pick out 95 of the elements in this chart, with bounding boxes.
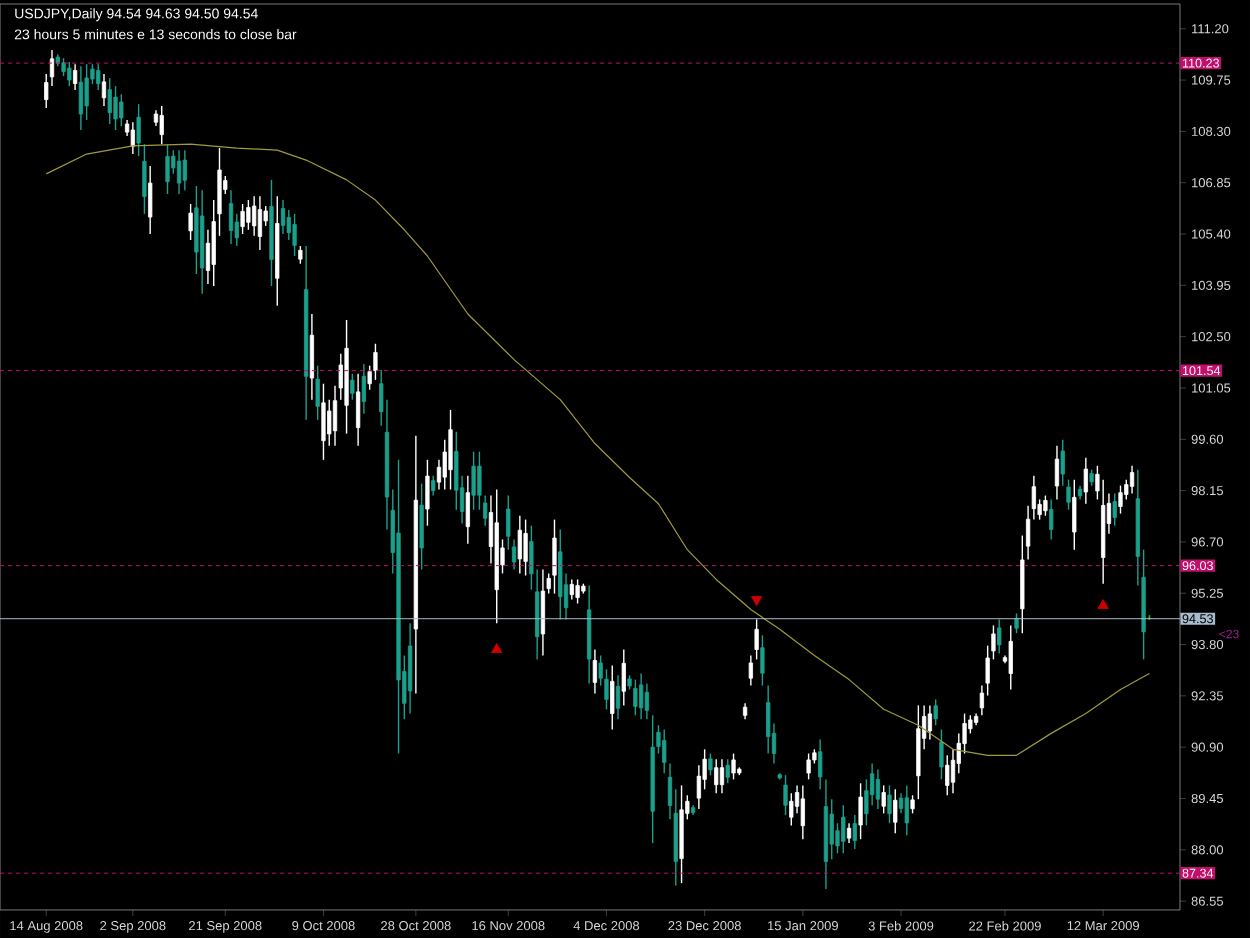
candlestick bbox=[638, 672, 644, 720]
candlestick bbox=[101, 73, 107, 107]
candlestick bbox=[1066, 478, 1071, 511]
candlestick bbox=[766, 684, 771, 755]
candlestick bbox=[846, 822, 852, 844]
candlestick bbox=[1049, 498, 1054, 541]
candlestick bbox=[228, 189, 234, 245]
candlestick bbox=[517, 515, 522, 575]
candlestick bbox=[523, 518, 528, 577]
candlestick bbox=[662, 728, 667, 775]
candlestick bbox=[159, 105, 164, 145]
candlestick bbox=[96, 63, 101, 91]
candlestick bbox=[893, 788, 898, 834]
candlestick bbox=[731, 752, 736, 781]
candlestick bbox=[881, 784, 886, 815]
candlestick bbox=[1060, 438, 1065, 487]
candlestick bbox=[829, 798, 834, 861]
candlestick bbox=[1054, 444, 1060, 501]
candlestick bbox=[136, 103, 141, 157]
candlestick bbox=[188, 203, 193, 241]
candlestick bbox=[1129, 465, 1135, 495]
candlestick bbox=[246, 199, 251, 231]
candlestick bbox=[78, 65, 84, 131]
candlestick bbox=[575, 578, 580, 605]
candlestick bbox=[540, 568, 546, 657]
candlestick bbox=[176, 149, 182, 195]
candlestick bbox=[621, 648, 626, 707]
candlestick bbox=[818, 738, 823, 790]
candlestick bbox=[182, 149, 187, 191]
candlestick bbox=[725, 758, 730, 784]
candlestick bbox=[760, 634, 765, 687]
candlestick bbox=[67, 61, 72, 87]
candlestick bbox=[407, 622, 413, 715]
candlestick bbox=[292, 213, 297, 257]
candlestick bbox=[939, 728, 944, 781]
candlestick bbox=[610, 664, 615, 731]
candlestick bbox=[1118, 484, 1123, 515]
candlestick bbox=[910, 794, 915, 815]
candlestick bbox=[633, 678, 638, 717]
candlestick bbox=[257, 195, 263, 251]
candlestick bbox=[887, 784, 892, 824]
candlestick bbox=[465, 475, 470, 545]
candlestick bbox=[280, 199, 286, 235]
candlestick bbox=[431, 475, 436, 497]
candlestick bbox=[1083, 456, 1088, 505]
candlestick bbox=[350, 373, 355, 401]
candlestick bbox=[1072, 478, 1077, 551]
candlestick bbox=[644, 682, 650, 720]
candlestick bbox=[592, 648, 598, 695]
candlestick bbox=[714, 758, 719, 794]
candlestick bbox=[165, 143, 170, 195]
candlestick bbox=[309, 313, 315, 401]
candlestick bbox=[119, 93, 124, 127]
candlestick bbox=[927, 704, 933, 741]
candlestick bbox=[719, 758, 725, 794]
candlestick bbox=[315, 364, 320, 421]
candlestick bbox=[852, 814, 857, 850]
candlestick bbox=[142, 143, 147, 215]
candlestick bbox=[148, 165, 153, 235]
candlestick bbox=[904, 784, 909, 836]
candlestick bbox=[783, 774, 788, 816]
candlestick bbox=[1112, 492, 1117, 527]
candlestick bbox=[569, 578, 574, 601]
candlestick bbox=[789, 792, 794, 827]
candlestick bbox=[552, 518, 557, 595]
candlestick bbox=[471, 450, 476, 511]
candlestick bbox=[875, 768, 881, 810]
candlestick bbox=[615, 674, 621, 720]
candlestick bbox=[806, 752, 811, 781]
candlestick bbox=[321, 383, 326, 461]
candlestick bbox=[558, 528, 563, 621]
candlestick bbox=[1043, 494, 1048, 517]
candlestick bbox=[754, 618, 759, 661]
candlestick bbox=[477, 450, 482, 511]
candlestick bbox=[448, 409, 453, 491]
candlestick bbox=[361, 363, 367, 415]
candlestick bbox=[72, 63, 78, 91]
candlestick bbox=[355, 373, 361, 447]
candlestick bbox=[997, 618, 1002, 655]
candlestick bbox=[240, 203, 245, 235]
candlestick bbox=[425, 459, 430, 527]
candlestick bbox=[945, 754, 950, 797]
candlestick bbox=[916, 704, 921, 800]
candlestick bbox=[1008, 624, 1013, 691]
candlestick bbox=[858, 782, 863, 840]
candlestick bbox=[1014, 612, 1019, 634]
candlestick bbox=[107, 77, 112, 125]
candlestick bbox=[841, 804, 846, 855]
candlestick bbox=[933, 698, 938, 726]
candlestick bbox=[708, 752, 713, 776]
candlestick bbox=[113, 85, 118, 131]
candlestick bbox=[419, 482, 424, 571]
candlestick bbox=[130, 121, 135, 155]
candlestick bbox=[748, 654, 753, 687]
candlestick bbox=[800, 784, 805, 840]
